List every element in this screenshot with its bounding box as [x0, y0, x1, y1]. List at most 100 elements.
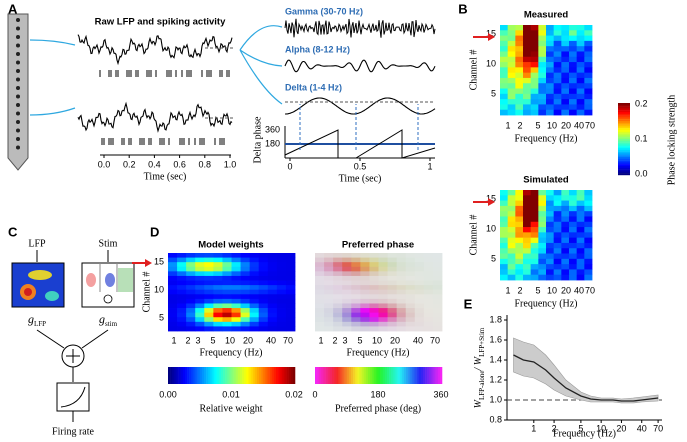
heatmap-cell	[213, 289, 223, 295]
colorbar-cell	[372, 367, 375, 384]
heatmap-cell	[507, 99, 516, 105]
colorbar-cell	[206, 367, 209, 384]
colorbar-cell	[391, 367, 394, 384]
heatmap-cell	[369, 271, 379, 277]
heatmap-cell	[576, 200, 585, 207]
heatmap-cell	[324, 298, 334, 304]
heatmap-cell	[523, 46, 532, 52]
colorbar-cell	[406, 367, 409, 384]
colorbar-cell	[618, 139, 630, 141]
heatmap-cell	[351, 285, 361, 291]
heatmap-cell	[324, 308, 334, 314]
heatmap-cell	[569, 237, 578, 244]
heatmap-cell	[553, 205, 562, 212]
colorbar-cell	[408, 367, 411, 384]
heatmap-cell	[360, 294, 370, 300]
panel-label: C	[8, 224, 18, 239]
heatmap-cell	[195, 257, 205, 263]
heatmap-cell	[204, 294, 214, 300]
colorbar-cell	[334, 367, 337, 384]
heatmap-cell	[553, 109, 562, 116]
colorbar-cell	[172, 367, 175, 384]
heatmap-cell	[576, 83, 585, 89]
heatmap-cell	[507, 237, 516, 244]
heatmap-cell	[423, 317, 434, 323]
heatmap-cell	[500, 56, 509, 63]
heatmap-cell	[222, 266, 232, 272]
heatmap-cell	[523, 237, 532, 244]
heatmap-cell	[177, 298, 187, 304]
heatmap-cell	[507, 30, 516, 36]
x-tick-label: 70	[585, 120, 595, 130]
heatmap-cell	[576, 99, 585, 105]
heatmap-cell	[315, 262, 325, 268]
heatmap-cell	[530, 30, 539, 36]
heatmap-cell	[414, 271, 425, 277]
colorbar-cell	[286, 367, 289, 384]
heatmap-cell	[546, 264, 555, 270]
heatmap-cell	[546, 216, 555, 223]
heatmap-cell	[315, 321, 325, 327]
heatmap-cell	[333, 326, 343, 332]
x-tick-label: 0.6	[173, 159, 186, 169]
heatmap-cell	[369, 262, 379, 268]
heatmap-cell	[360, 285, 370, 291]
heatmap-cell	[530, 67, 539, 74]
colorbar-cell	[618, 103, 630, 105]
heatmap-cell	[423, 308, 434, 314]
heatmap-cell	[584, 258, 593, 265]
heatmap-cell	[351, 280, 361, 286]
colorbar-cell	[618, 160, 630, 163]
heatmap-cell	[285, 275, 296, 281]
heatmap-cell	[576, 35, 585, 42]
heatmap-cell	[569, 30, 578, 36]
kernel-label: gLFP	[28, 312, 46, 328]
heatmap-cell	[553, 46, 562, 52]
heatmap-cell	[204, 280, 214, 286]
colorbar-cell	[319, 367, 322, 384]
heatmap-cell	[195, 321, 205, 327]
colorbar-cell	[220, 367, 224, 384]
heatmap-cell	[523, 227, 532, 233]
x-tick-label: 5	[578, 423, 583, 433]
heatmap-cell	[569, 83, 578, 89]
heatmap-cell	[500, 227, 509, 233]
colorbar-cell	[315, 367, 318, 384]
heatmap-cell	[546, 237, 555, 244]
heatmap-cell	[315, 266, 325, 272]
heatmap-cell	[414, 289, 425, 295]
colorbar-cell	[618, 130, 630, 132]
heatmap-cell	[432, 294, 443, 300]
heatmap-cell	[523, 195, 532, 201]
heatmap-cell	[186, 253, 196, 258]
colorbar-cell	[618, 151, 630, 154]
x-tick-label: 20	[243, 335, 253, 345]
heatmap-cell	[240, 326, 251, 332]
heatmap-cell	[569, 72, 578, 79]
colorbar-cell	[618, 112, 630, 114]
delta-trace	[285, 97, 436, 115]
heatmap-cell	[240, 257, 251, 263]
colorbar-cell	[618, 166, 630, 168]
heatmap-cell	[561, 195, 570, 201]
heatmap-cell	[168, 253, 178, 258]
heatmap-cell	[523, 248, 532, 254]
heatmap-cell	[414, 308, 425, 314]
heatmap-cell	[576, 40, 585, 47]
heatmap-cell	[186, 312, 196, 318]
heatmap-cell	[515, 56, 524, 63]
colorbar-cell	[401, 367, 405, 384]
heatmap-cell	[315, 298, 325, 304]
heatmap-cell	[432, 266, 443, 272]
colorbar-cell	[218, 367, 222, 384]
heatmap-cell	[515, 274, 524, 281]
heatmap-cell	[507, 25, 516, 31]
heatmap-cell	[405, 262, 416, 268]
pointer-arrow-head	[488, 33, 495, 41]
heatmap-cell	[584, 67, 593, 74]
heatmap-cell	[515, 227, 524, 233]
heatmap-cell	[333, 289, 343, 295]
heatmap-cell	[222, 280, 232, 286]
heatmap-cell	[432, 275, 443, 281]
heatmap-cell	[538, 253, 547, 260]
